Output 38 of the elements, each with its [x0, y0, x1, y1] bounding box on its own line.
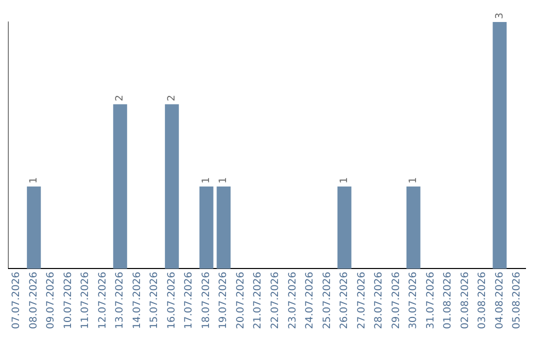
x-tick-label: 07.07.2026: [11, 272, 22, 330]
data-label: 1: [28, 177, 40, 184]
x-tick-label: 28.07.2026: [374, 272, 385, 330]
x-tick-label: 14.07.2026: [132, 272, 143, 330]
x-tick-label: 10.07.2026: [62, 272, 74, 330]
data-label: 2: [166, 94, 178, 102]
data-label: 3: [494, 12, 506, 19]
x-tick-label: 20.07.2026: [235, 272, 246, 330]
x-tick-label: 19.07.2026: [218, 272, 230, 330]
data-label: 1: [218, 177, 230, 184]
x-tick-label: 04.08.2026: [494, 272, 506, 330]
data-label: 2: [114, 94, 126, 102]
x-tick-label: 18.07.2026: [200, 272, 212, 330]
x-tick-label: 27.07.2026: [356, 272, 368, 330]
x-tick-label: 08.07.2026: [28, 272, 40, 330]
x-tick-label: 01.08.2026: [442, 272, 454, 330]
x-tick-label: 25.07.2026: [322, 272, 333, 330]
x-tick-label: 31.07.2026: [425, 272, 436, 330]
x-tick-label: 15.07.2026: [149, 272, 160, 330]
x-tick-label: 21.07.2026: [252, 272, 264, 330]
x-tick-label: 02.08.2026: [460, 272, 471, 330]
x-tick-label: 16.07.2026: [166, 272, 178, 330]
x-tick-label: 05.08.2026: [512, 272, 523, 330]
x-tick-label: 11.07.2026: [80, 272, 92, 330]
x-tick-label: 17.07.2026: [184, 272, 195, 330]
x-tick-label: 03.08.2026: [477, 272, 488, 330]
x-tick-label: 13.07.2026: [114, 272, 126, 330]
data-label: 1: [200, 177, 212, 184]
x-tick-label: 09.07.2026: [46, 272, 57, 330]
data-label: 1: [339, 177, 350, 184]
x-tick-label: 23.07.2026: [287, 272, 298, 330]
x-tick-label: 29.07.2026: [390, 272, 402, 330]
x-tick-label: 30.07.2026: [408, 272, 420, 330]
x-tick-label: 26.07.2026: [339, 272, 350, 330]
x-tick-label: 24.07.2026: [304, 272, 316, 330]
x-tick-label: 22.07.2026: [270, 272, 281, 330]
data-label: 1: [408, 177, 420, 184]
x-tick-label: 12.07.2026: [97, 272, 108, 330]
